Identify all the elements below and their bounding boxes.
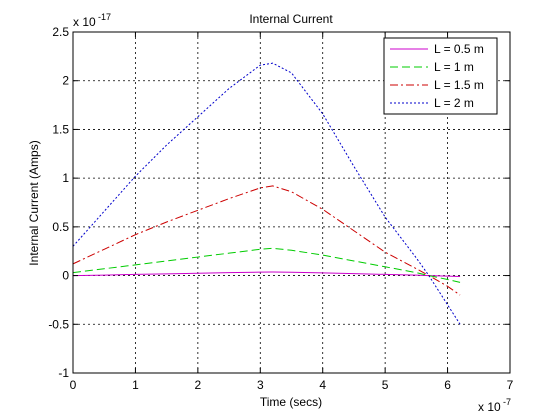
series-line-1	[72, 271, 461, 278]
x-tick-label: 1	[132, 378, 139, 392]
y-exponent-base: x 10	[73, 15, 96, 29]
x-tick-label: 3	[257, 378, 264, 392]
legend-label-4: L = 2 m	[434, 96, 474, 110]
chart-title: Internal Current	[249, 12, 333, 26]
x-tick-label: 4	[319, 378, 326, 392]
y-tick-label: 1.5	[52, 122, 69, 136]
x-exponent-power: -7	[503, 397, 511, 407]
legend-label-2: L = 1 m	[434, 60, 474, 74]
legend-box	[383, 37, 498, 115]
x-axis-label: Time (secs)	[260, 395, 322, 409]
x-exponent-annotation: x 10 -7	[478, 397, 511, 414]
legend-items: L = 0.5 m L = 1 m L = 1.5 m L = 2 m	[390, 42, 484, 110]
y-axis-label: Internal Current (Amps)	[27, 140, 41, 265]
y-tick-label: 0	[62, 269, 69, 283]
legend: L = 0.5 m L = 1 m L = 1.5 m L = 2 m	[383, 37, 498, 115]
x-tick-label: 0	[70, 378, 77, 392]
series-line-4	[72, 62, 461, 325]
x-tick-label: 5	[382, 378, 389, 392]
y-tick-label: 2	[62, 74, 69, 88]
series-line-2	[72, 247, 461, 283]
y-tick-label: 1	[62, 171, 69, 185]
y-tick-label: -1	[58, 366, 69, 380]
y-tick-label: 0.5	[52, 220, 69, 234]
x-exponent-base: x 10	[478, 400, 501, 414]
plot-frame	[72, 31, 511, 374]
legend-label-1: L = 0.5 m	[434, 42, 484, 56]
x-tick-label: 7	[507, 378, 514, 392]
y-exponent-annotation: x 10 -17	[73, 12, 111, 29]
y-tick-label: 2.5	[52, 25, 69, 39]
legend-label-3: L = 1.5 m	[434, 78, 484, 92]
y-exponent-power: -17	[98, 12, 111, 22]
y-tick-label: -0.5	[48, 317, 69, 331]
x-tick-label: 6	[444, 378, 451, 392]
tick-layer: 0 1 2 3 4 5 6 7 -1 -0.5 0 0.5 1 1.5 2 2.5	[48, 25, 513, 392]
series-layer	[72, 62, 461, 325]
x-tick-label: 2	[195, 378, 202, 392]
series-line-3	[72, 185, 461, 296]
